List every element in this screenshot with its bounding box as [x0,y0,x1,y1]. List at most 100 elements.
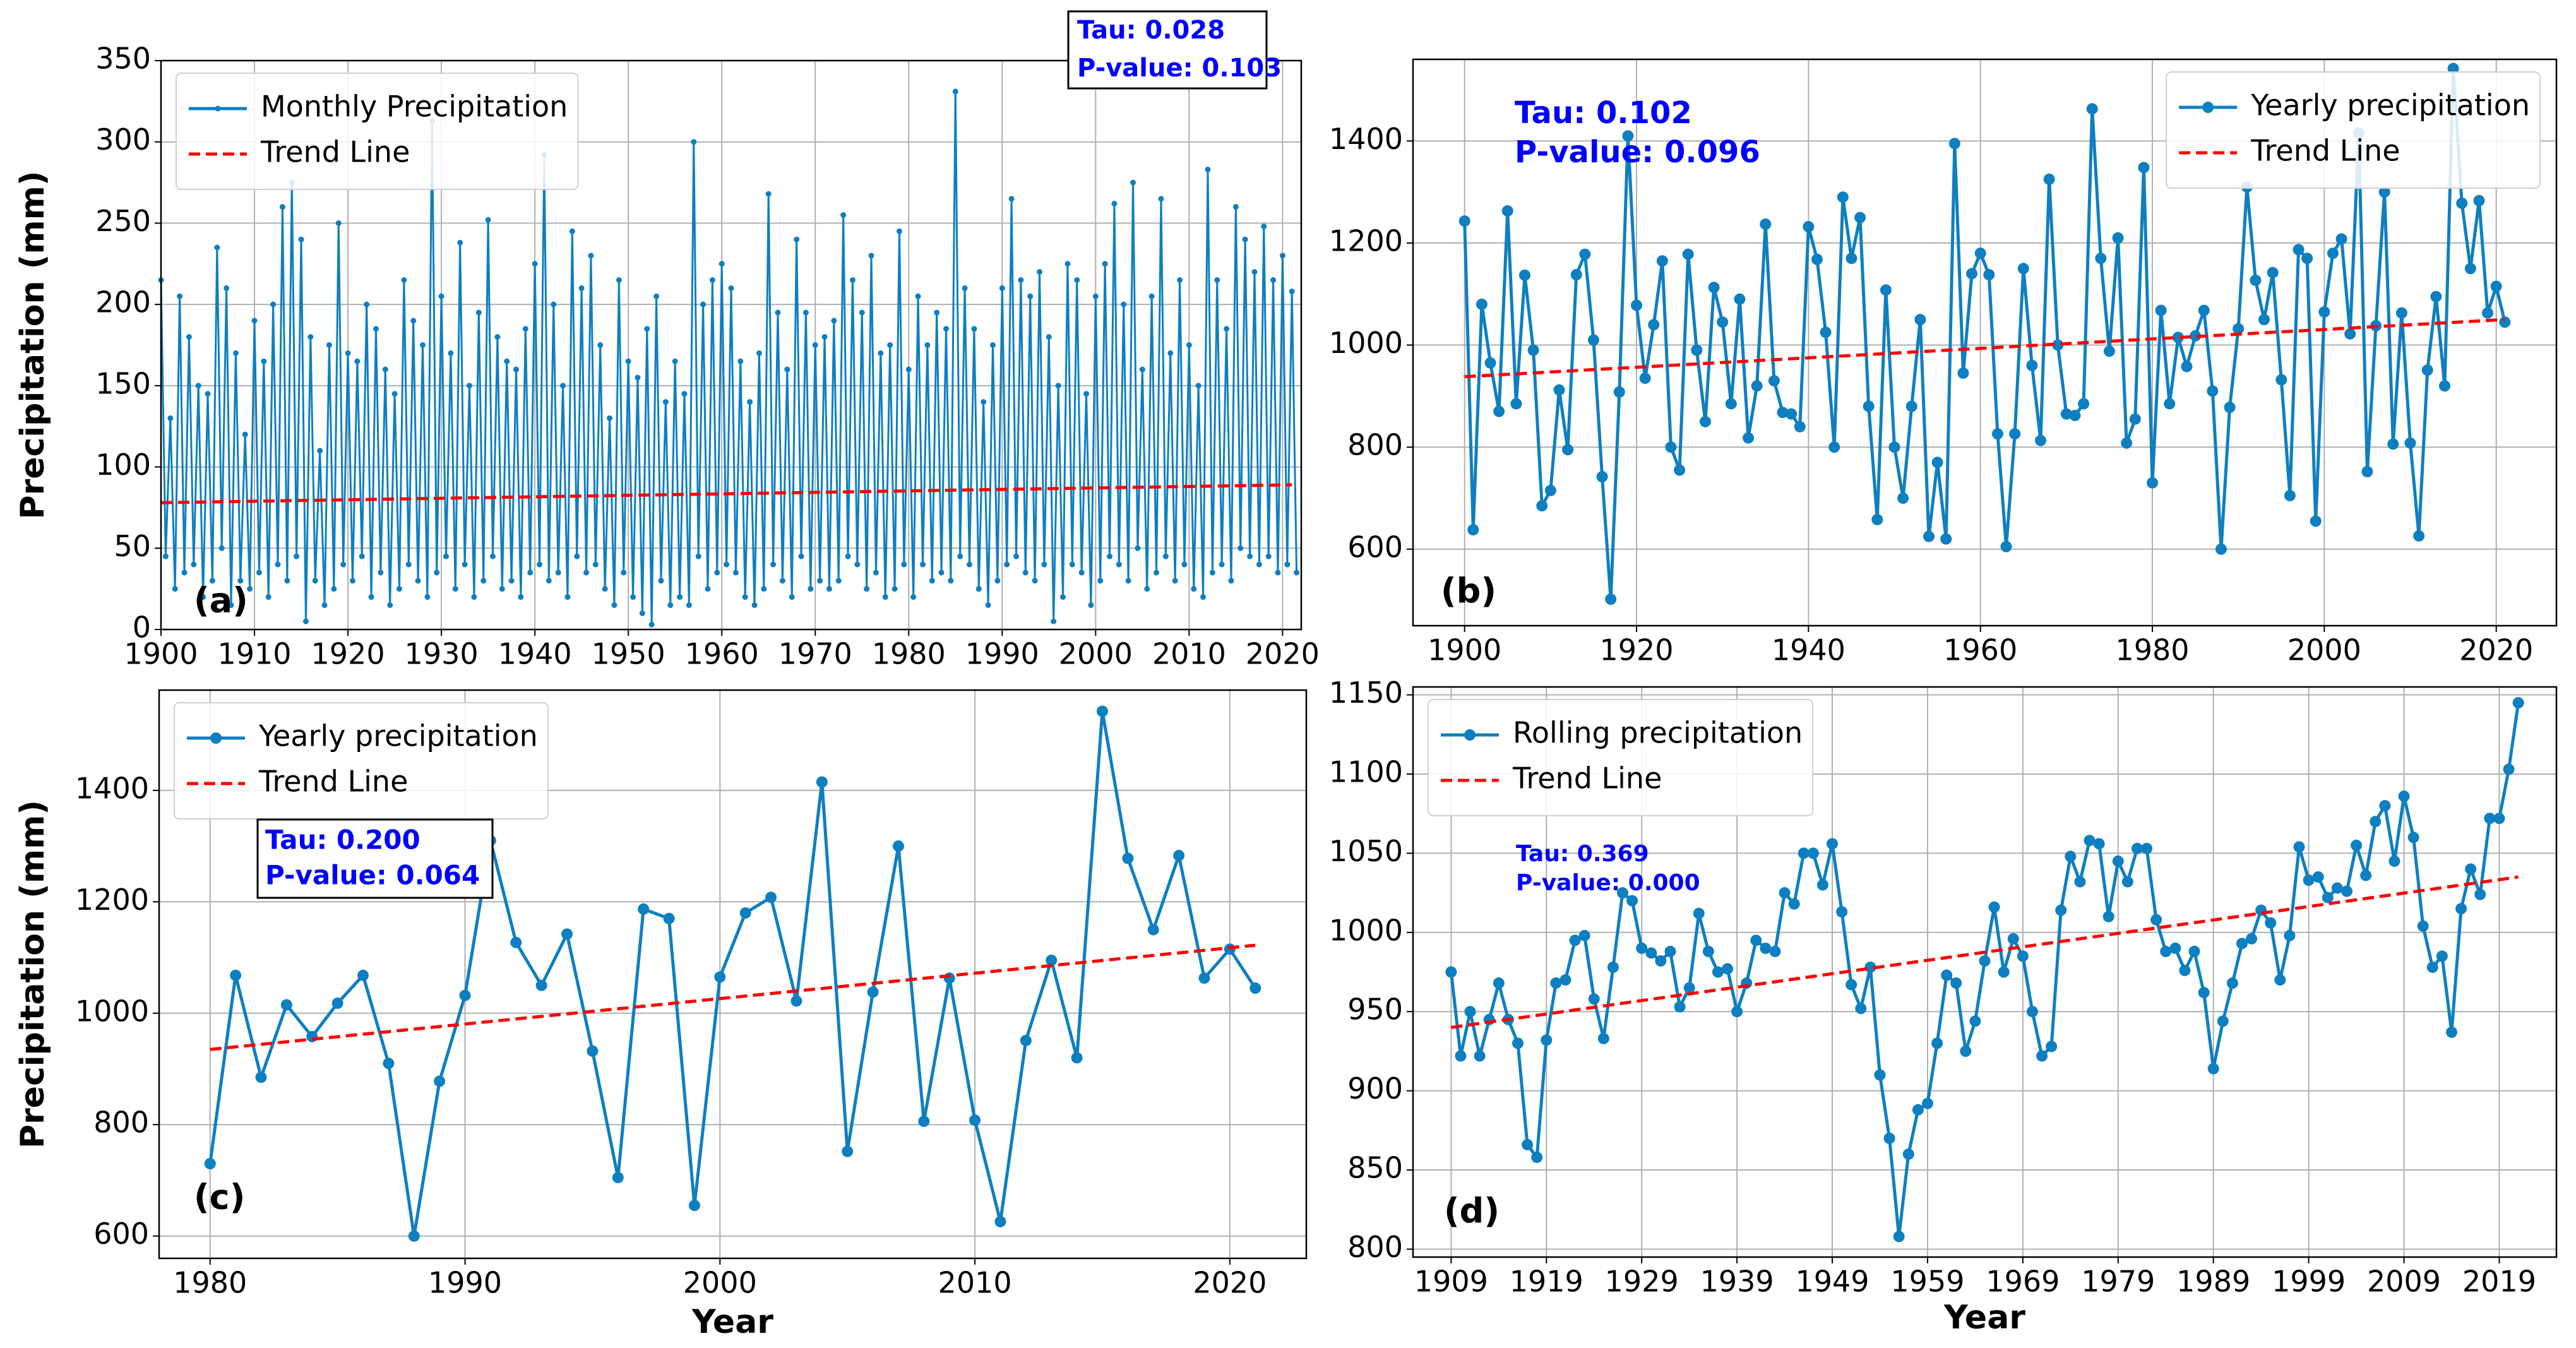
y-tick-label: 0 [133,611,151,645]
data-point [561,928,573,940]
data-point [1088,602,1094,608]
data-point [1205,166,1211,172]
data-point [2430,290,2442,302]
data-point [471,594,477,600]
data-point [1588,993,1600,1005]
data-point [1474,1050,1486,1062]
data-point [1116,561,1122,568]
data-point [2141,842,2153,854]
annotation: Tau: 0.200 [265,825,420,856]
data-point [349,578,355,584]
data-point [275,561,281,568]
data-point [2172,331,2184,343]
data-point [326,342,332,348]
y-tick-label: 300 [95,122,151,157]
data-point [2456,197,2468,209]
data-point [739,907,751,919]
data-point [2217,1015,2229,1027]
data-point [232,350,239,356]
data-point [1768,375,1780,387]
data-point [1631,299,1643,311]
data-point [438,293,444,299]
annotation-box [1067,10,1268,90]
data-point [2335,233,2347,245]
data-point [452,586,458,592]
y-tick-label: 900 [1347,1071,1403,1106]
data-point [280,999,292,1011]
data-point [1275,570,1281,576]
data-point [1121,301,1127,307]
y-tick-label: 1400 [1329,122,1403,156]
x-tick-label: 2020 [1246,637,1320,671]
data-point [424,594,431,600]
data-point [943,326,949,332]
data-point [1880,284,1892,296]
data-point [2000,540,2012,552]
data-point [2465,863,2477,875]
x-tick-label: 1930 [405,637,479,671]
x-axis-label: Year [691,1303,773,1341]
x-tick-label: 2009 [2367,1265,2441,1299]
data-point [1139,366,1145,373]
data-point [2188,945,2200,957]
data-point [331,586,337,592]
data-point [677,594,683,600]
data-point [2378,186,2390,198]
data-point [1522,1138,1534,1150]
data-point [892,840,904,852]
data-point [919,561,926,568]
data-point [2331,882,2343,894]
data-point [2284,489,2296,501]
data-point [802,309,809,316]
data-point [2198,987,2210,999]
y-tick-label: 1200 [1329,224,1403,258]
y-axis-label: Precipitation (mm) [14,800,52,1148]
data-point [1550,977,1562,989]
data-point [1940,533,1952,545]
data-point [672,358,678,364]
annotation: Tau: 0.102 [1515,95,1692,131]
data-point [2484,813,2496,825]
data-point [2007,933,2019,945]
data-point [2043,173,2055,185]
data-point [1096,705,1108,717]
data-point [1846,253,1857,265]
data-point [2421,364,2433,376]
data-point [1979,955,1991,967]
data-point [1191,586,1197,592]
data-point [765,191,772,197]
legend-marker [215,105,221,112]
data-point [817,578,823,584]
data-point [826,586,832,592]
data-point [724,561,730,568]
data-point [662,399,669,405]
data-point [588,253,594,259]
data-point [2055,904,2067,916]
x-tick-label: 1960 [685,637,759,671]
data-point [1921,1097,1933,1109]
data-point [2035,434,2047,446]
data-point [1154,570,1160,576]
data-point [770,561,777,568]
data-point [1200,594,1207,600]
data-point [747,399,753,405]
data-point [2095,253,2107,265]
data-point [574,553,580,559]
data-point [228,602,234,608]
x-tick-label: 1929 [1605,1265,1679,1299]
data-point [840,212,847,218]
data-point [597,342,604,348]
data-point [1777,407,1789,419]
data-point [1261,224,1267,230]
y-tick-label: 250 [95,204,151,238]
data-point [2036,1050,2048,1062]
data-point [1228,578,1234,584]
data-point [195,383,201,389]
data-point [1750,934,1762,946]
data-point [186,334,192,340]
trend-line [161,483,1292,504]
data-point [868,253,874,259]
data-point [373,326,379,332]
data-point [1046,954,1058,966]
